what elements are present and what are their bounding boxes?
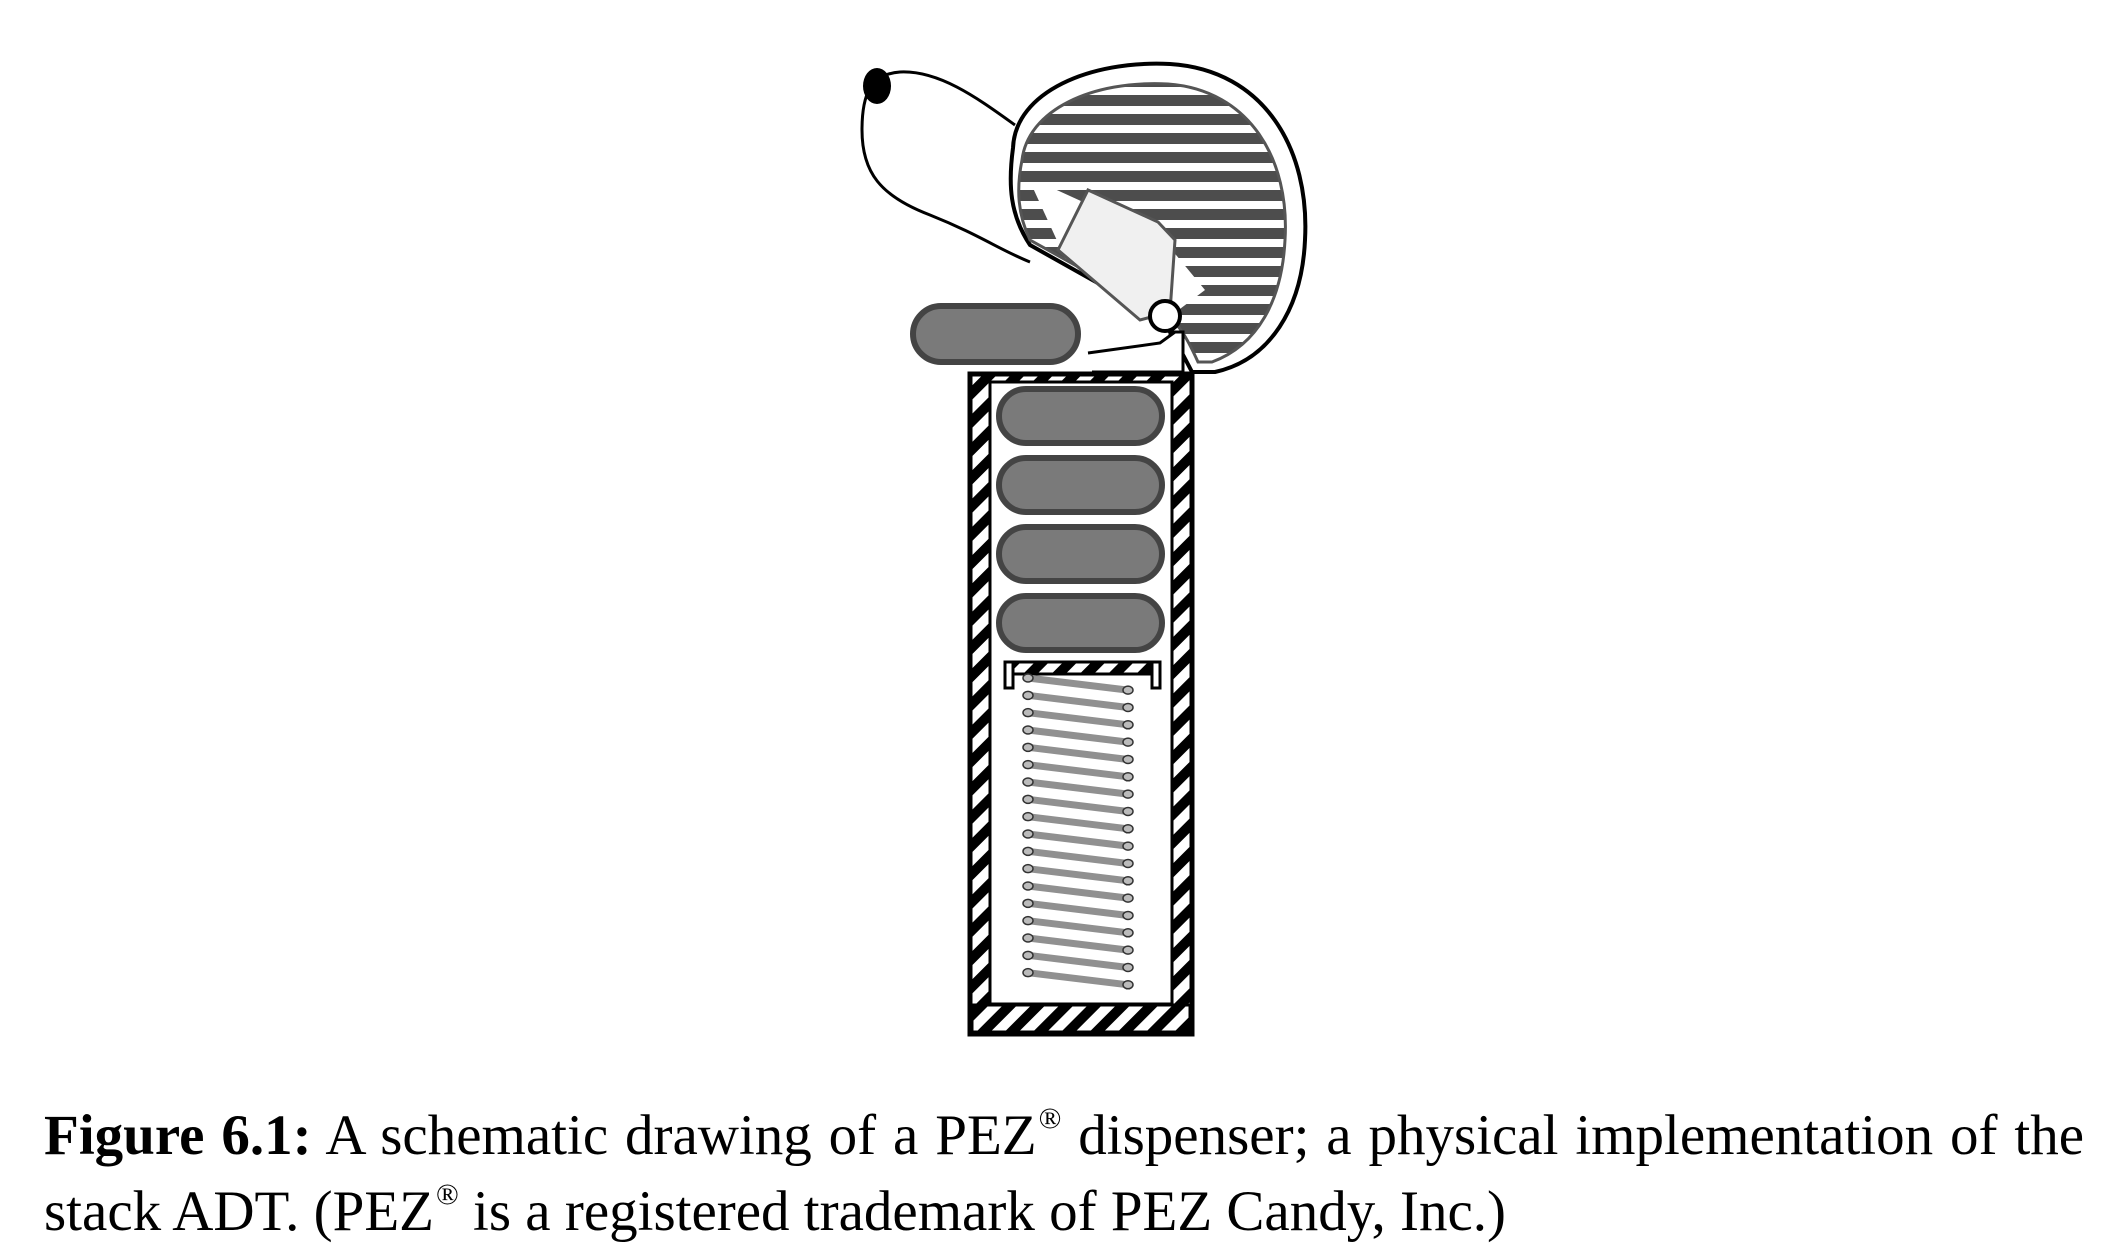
spring-coil [1024,674,1132,694]
spring-coil-end [1122,806,1134,817]
tail-knob [863,68,891,104]
spring-coil-end [1022,811,1034,822]
spring-coil-end [1122,841,1134,851]
spring-coil-end [1022,915,1034,926]
caption-text-4: is a registered trademark of PEZ Candy, … [458,1180,1507,1243]
spring-coil-end [1022,967,1034,978]
registered-mark-2: ® [435,1178,459,1211]
spring-coil [1024,865,1132,885]
spring-coil [1024,795,1132,815]
spring-coil-end [1122,720,1134,730]
pusher-arm [1087,330,1185,374]
spring-platform [1003,660,1162,690]
spring-coil [1024,813,1132,833]
registered-mark-1: ® [1038,1102,1062,1135]
spring-coil-end [1122,702,1134,713]
caption-text-3: of the stack ADT. (PEZ [44,1104,2085,1243]
dispensed-candy [910,303,1081,365]
spring-coil [1024,847,1132,867]
spring-coil-end [1022,881,1034,891]
spring-coil-end [1122,824,1134,834]
caption-label: Figure 6.1: [44,1104,312,1167]
stacked-candy [996,386,1165,446]
spring-coil-end [1122,685,1134,695]
spring-coil-end [1022,777,1034,787]
spring-coil-end [1022,846,1034,857]
spring-coil [1024,882,1132,902]
spring-coil-end [1122,945,1134,955]
spring-coil [1024,830,1132,850]
spring-coil-end [1122,754,1134,765]
spring [1022,673,1134,990]
spring-coil [1024,917,1132,937]
spring-coil-end [1122,962,1134,973]
spring-coil [1024,709,1132,729]
spring-coil [1024,934,1132,954]
spring-coil-end [1122,737,1134,747]
spring-coil-end [1022,829,1034,839]
spring-coil-end [1122,928,1134,938]
spring-coil-end [1022,863,1034,874]
caption-text-2: dispenser; a physical implementation [1061,1104,1934,1167]
hinge-pin [1148,299,1182,333]
tail-wire [860,70,1031,264]
platform-right-lip [1150,660,1162,690]
spring-coil [1024,969,1132,989]
spring-coil-end [1122,876,1134,886]
spring-coil [1024,951,1132,971]
spring-coil [1024,691,1132,711]
figure-caption: Figure 6.1: A schematic drawing of a PEZ… [44,1098,2084,1250]
spring-coil-end [1122,910,1134,921]
spring-coil-end [1022,898,1034,909]
spring-coil-end [1022,725,1034,735]
lever-plate [1056,188,1177,322]
spring-coil-end [1122,789,1134,799]
stacked-candy [996,455,1165,515]
spring-coil-end [1022,794,1034,805]
stacked-candy [996,593,1165,653]
spring-coil [1024,899,1132,919]
spring-coil [1024,743,1132,763]
dispenser-head [1008,61,1308,374]
platform-left-lip [1003,660,1015,690]
spring-coil-end [1122,858,1134,869]
spring-coil-end [1022,690,1034,701]
spring-coil-end [1122,772,1134,782]
spring-coil [1024,726,1132,746]
spring-coil-end [1122,893,1134,903]
spring-coil-end [1022,673,1034,683]
spring-coil-end [1022,933,1034,943]
platform-plate [1006,660,1160,676]
body-bottom [970,1003,1192,1034]
spring-coil-end [1022,742,1034,753]
stacked-candy [996,524,1165,584]
caption-text-1: A schematic drawing of a PEZ [325,1104,1037,1167]
spring-coil [1024,778,1132,798]
spring-coil-end [1022,707,1034,718]
spring-coil [1024,761,1132,781]
pez-dispenser-drawing [860,61,1308,1037]
spring-coil-end [1022,759,1034,770]
pez-dispenser-figure [860,61,1308,1037]
spring-coil-end [1122,980,1134,990]
candy-stack [996,386,1165,653]
spring-coil-end [1022,950,1034,961]
